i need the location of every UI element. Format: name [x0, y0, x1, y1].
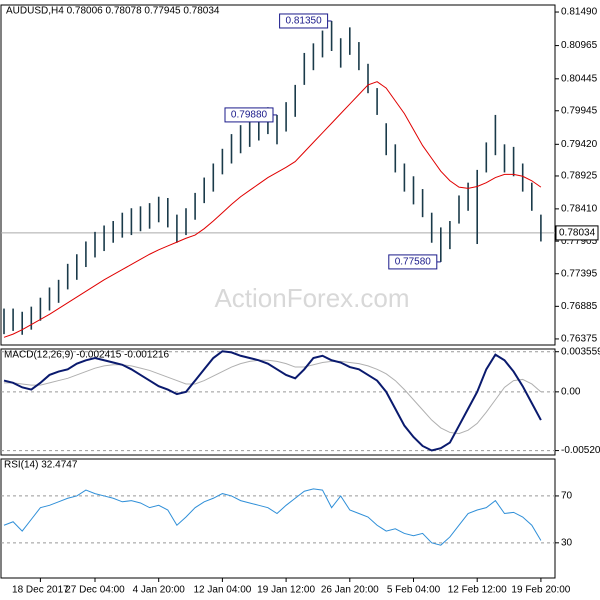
y-tick-label: 0.77395 — [561, 268, 598, 279]
y-tick-label: 30 — [561, 537, 573, 548]
y-tick-label: 0.80965 — [561, 40, 598, 51]
y-tick-label: 0.003559 — [561, 346, 600, 357]
y-tick-label: 0.76375 — [561, 334, 598, 345]
y-tick-label: 0.79945 — [561, 105, 598, 116]
annotation-label: 0.81350 — [286, 16, 323, 27]
y-tick-label: 0.80445 — [561, 73, 598, 84]
y-tick-label: 0.77905 — [561, 236, 598, 247]
moving-average — [3, 81, 542, 338]
x-tick-label: 26 Jan 20:00 — [321, 585, 379, 596]
panel-frame — [0, 458, 556, 579]
annotation-label: 0.77580 — [395, 257, 432, 268]
panel-title: AUDUSD,H4 0.78006 0.78078 0.77945 0.7803… — [6, 6, 220, 17]
annotation-label: 0.79880 — [231, 110, 268, 121]
y-tick-label: 0.00 — [561, 386, 581, 397]
x-tick-label: 12 Feb 12:00 — [448, 585, 507, 596]
y-tick-label: 0.78925 — [561, 171, 598, 182]
watermark: ActionForex.com — [214, 283, 409, 313]
panel-title: RSI(14) 32.4747 — [4, 460, 78, 471]
x-tick-label: 4 Jan 20:00 — [133, 585, 186, 596]
rsi-line — [3, 488, 542, 546]
y-tick-label: 0.78410 — [561, 204, 598, 215]
y-tick-label: 0.81490 — [561, 7, 598, 18]
panel-title: MACD(12,26,9) -0.002415 -0.001216 — [4, 350, 170, 361]
x-tick-label: 12 Jan 04:00 — [193, 585, 251, 596]
x-tick-label: 19 Jan 12:00 — [257, 585, 315, 596]
y-tick-label: 0.76885 — [561, 301, 598, 312]
annotation-box — [388, 254, 438, 270]
current-price-box — [555, 225, 599, 241]
x-tick-label: 18 Dec 2017 — [12, 585, 69, 596]
x-tick-label: 27 Dec 04:00 — [65, 585, 125, 596]
panel-frame — [0, 348, 556, 456]
x-tick-label: 19 Feb 20:00 — [511, 585, 570, 596]
x-tick-label: 5 Feb 04:00 — [387, 585, 441, 596]
annotation-box — [224, 107, 274, 123]
annotation-box — [279, 13, 329, 29]
macd-line — [3, 350, 542, 452]
signal-line — [4, 359, 542, 435]
y-tick-label: 0.79420 — [561, 139, 598, 150]
y-tick-label: 70 — [561, 491, 573, 502]
panel-frame — [0, 4, 556, 346]
y-tick-label: -0.005207 — [561, 445, 600, 456]
current-price-label: 0.78034 — [559, 228, 596, 239]
